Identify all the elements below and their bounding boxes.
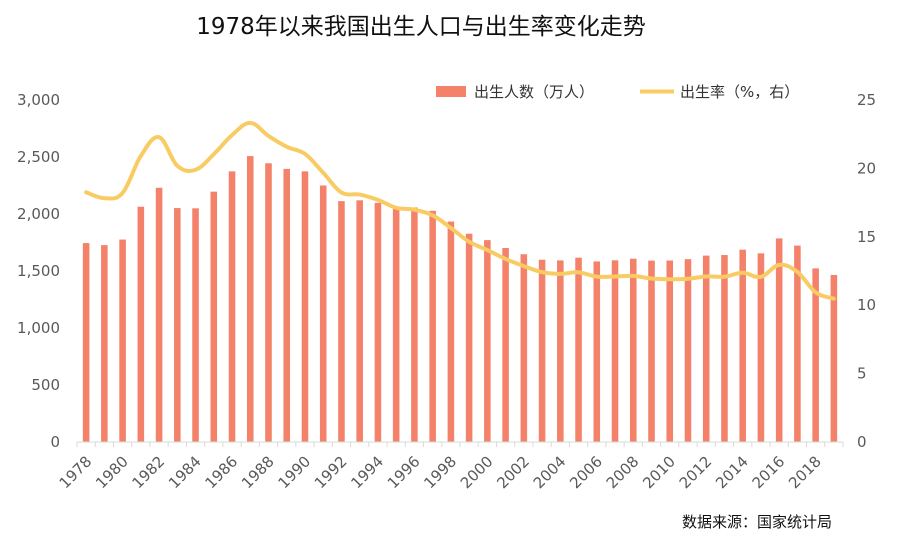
bar-births-1990	[301, 171, 309, 442]
x-axis-tick-label: 2014	[712, 452, 752, 492]
x-axis-tick-label: 1996	[384, 452, 424, 492]
x-axis-tick-label: 2004	[530, 452, 570, 492]
bar-births-2019	[830, 274, 838, 442]
right-axis-tick-label: 10	[857, 296, 876, 314]
bar-births-1979	[101, 245, 108, 442]
left-axis-ticks: 0 500 1,000 1,500 2,000 2,500 3,000	[17, 91, 60, 451]
right-axis-ticks: 0 5 10 15 20 25	[857, 91, 876, 451]
x-axis-tick-label: 2002	[493, 452, 533, 492]
bar-births-2004	[557, 260, 564, 442]
bar-births-1987	[246, 156, 254, 442]
x-axis-tick-label: 2018	[785, 452, 825, 492]
x-axis-tick-label: 2006	[566, 452, 606, 492]
bar-births-2014	[739, 249, 746, 442]
legend-label-births: 出生人数（万人）	[474, 83, 594, 101]
legend-label-birth-rate: 出生率（%，右）	[680, 83, 799, 101]
x-axis-tick-label: 1998	[420, 452, 460, 492]
bar-births-2003	[538, 259, 546, 442]
left-axis-tick-label: 0	[50, 433, 60, 451]
x-axis-tick-label: 1992	[311, 452, 351, 492]
right-axis-tick-label: 15	[857, 228, 876, 246]
x-axis-ticks: 1978198019821984198619881990199219941996…	[56, 442, 844, 492]
x-axis-tick-label: 1984	[165, 452, 205, 492]
bar-births-2006	[593, 261, 601, 442]
left-axis-tick-label: 500	[31, 376, 60, 394]
bar-births-1983	[174, 208, 181, 442]
bar-births-1991	[319, 185, 327, 442]
line-series-birth-rate	[84, 120, 836, 301]
bar-births-2012	[702, 255, 710, 442]
bar-births-2008	[629, 258, 637, 442]
bar-births-1982	[155, 187, 163, 442]
bar-births-1996	[411, 207, 418, 442]
bar-births-2001	[502, 247, 509, 442]
bar-births-2015	[757, 253, 765, 442]
legend: 出生人数（万人） 出生率（%，右）	[436, 83, 799, 101]
bar-births-1994	[374, 202, 382, 442]
bar-births-2009	[648, 260, 655, 442]
bar-births-1986	[228, 171, 236, 442]
bar-births-1995	[392, 208, 400, 442]
legend-swatch-births	[436, 86, 466, 97]
bar-births-1988	[265, 163, 272, 442]
x-axis-tick-label: 1988	[238, 452, 278, 492]
right-axis-tick-label: 25	[857, 91, 876, 109]
bar-births-1998	[447, 221, 455, 442]
bar-births-1997	[429, 210, 436, 442]
x-axis-tick-label: 1990	[274, 452, 314, 492]
bar-births-2005	[575, 257, 582, 442]
bar-series-births	[82, 156, 838, 442]
bar-births-1985	[210, 191, 218, 442]
bar-births-1989	[283, 168, 291, 442]
bar-births-1984	[192, 208, 199, 442]
x-axis-tick-label: 1980	[92, 452, 132, 492]
x-axis-tick-label: 1978	[56, 452, 96, 492]
bar-births-2016	[775, 238, 783, 442]
bar-births-2000	[484, 240, 491, 442]
bar-births-1992	[338, 201, 345, 442]
bar-births-1993	[356, 200, 363, 442]
bar-births-2011	[684, 259, 692, 442]
bar-births-2007	[611, 260, 619, 442]
x-axis-tick-label: 2012	[676, 452, 716, 492]
bar-births-1980	[119, 239, 126, 442]
bar-births-1981	[137, 206, 145, 442]
left-axis-tick-label: 3,000	[17, 91, 60, 109]
right-axis-tick-label: 20	[857, 159, 876, 177]
bar-births-2018	[812, 268, 819, 442]
right-axis-tick-label: 5	[857, 365, 867, 383]
chart-title: 1978年以来我国出生人口与出生率变化走势	[196, 14, 646, 40]
source-note: 数据来源：国家统计局	[682, 513, 832, 531]
x-axis-tick-label: 2016	[749, 452, 789, 492]
left-axis-tick-label: 2,000	[17, 205, 60, 223]
bar-births-2017	[794, 245, 801, 442]
x-axis-tick-label: 1986	[201, 452, 241, 492]
x-axis-tick-label: 2010	[639, 452, 679, 492]
left-axis-tick-label: 1,500	[17, 262, 60, 280]
bar-births-1978	[82, 243, 90, 442]
bar-births-2010	[666, 260, 674, 442]
x-axis-tick-label: 1994	[347, 452, 387, 492]
x-axis-tick-label: 2000	[457, 452, 497, 492]
x-axis-tick-label: 2008	[603, 452, 643, 492]
left-axis-tick-label: 2,500	[17, 148, 60, 166]
bar-births-2013	[721, 255, 728, 442]
left-axis-tick-label: 1,000	[17, 319, 60, 337]
bar-births-1999	[465, 233, 473, 442]
bar-births-2002	[520, 254, 528, 442]
right-axis-tick-label: 0	[857, 433, 867, 451]
x-axis-tick-label: 1982	[129, 452, 169, 492]
